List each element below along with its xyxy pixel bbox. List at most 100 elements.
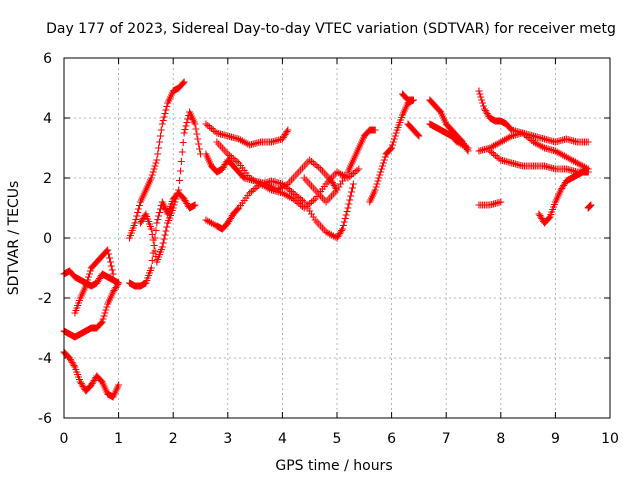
data-point [180,78,188,86]
data-point [162,227,170,235]
data-point [158,120,166,128]
data-point [103,303,111,311]
data-point [154,150,162,158]
data-point [414,131,422,139]
data-point [104,246,112,254]
data-point [372,183,380,191]
data-point [380,156,388,164]
data-point [376,171,384,179]
data-point [147,174,155,182]
data-point [160,113,168,121]
data-point [338,225,346,233]
data-point [193,130,201,138]
series-track-g [136,108,204,266]
series-track-w [584,201,595,212]
series-track-a [60,267,123,290]
data-point [153,156,161,164]
data-point [133,212,141,220]
data-point [149,168,157,176]
data-point [184,115,192,123]
data-point [177,158,185,165]
data-point [176,177,184,184]
data-point [171,198,179,206]
data-point [178,148,186,156]
data-point [85,270,93,278]
x-tick-label: 2 [169,431,178,447]
data-point [161,110,169,117]
series-track-j [202,120,292,149]
x-tick-label: 9 [551,431,560,447]
data-point [106,258,114,266]
data-point [108,266,116,274]
data-point [161,231,169,239]
data-point [392,129,400,137]
data-point [147,264,155,272]
data-point [415,132,423,140]
data-point [82,282,90,290]
data-point [374,177,382,185]
data-point [477,93,485,101]
y-axis-label: SDTVAR / TECUs [6,181,22,296]
data-point [181,126,189,133]
data-point [158,243,166,251]
data-point [114,281,122,288]
data-point [155,212,163,220]
series-track-d [71,246,117,317]
data-point [163,103,171,110]
data-point [155,144,163,152]
data-point [191,201,199,209]
data-point [86,267,94,275]
data-point [156,138,164,146]
data-point [348,188,356,196]
data-point [109,270,117,278]
data-point [173,192,181,200]
x-axis-label: GPS time / hours [275,458,392,474]
data-point [148,257,156,264]
x-tick-label: 3 [223,431,232,447]
x-tick-label: 8 [496,431,505,447]
data-point [134,209,142,216]
data-point [176,167,184,175]
data-point [584,168,592,176]
plot-frame [63,57,611,419]
data-point [106,254,113,262]
x-tick-label: 1 [114,431,123,447]
x-tick-label: 7 [442,431,451,447]
data-point [85,273,93,281]
chart-title: Day 177 of 2023, Sidereal Day-to-day VTE… [46,21,616,37]
data-point [180,129,188,137]
series-track-r [475,87,592,146]
data-point [348,184,356,192]
data-point [388,144,396,152]
y-tick-label: 6 [43,51,52,67]
data-point [97,319,105,327]
data-point [283,128,291,135]
data-point [377,168,385,176]
x-tick-label: 5 [333,431,342,447]
data-point [341,215,349,222]
series-track-v [535,168,592,227]
data-point [196,145,204,153]
data-point [345,200,353,208]
series-track-n [399,90,417,104]
data-point [342,211,350,219]
data-point [172,195,180,203]
data-point [381,153,389,161]
y-tick-label: 4 [43,111,52,127]
data-point [154,216,162,223]
data-point [157,126,165,134]
data-point [163,223,171,231]
x-tick-label: 0 [60,431,69,447]
series-track-c [60,348,123,401]
data-point [338,227,346,234]
data-point [195,140,203,148]
data-point [135,205,143,213]
data-point [151,247,159,255]
x-tick-label: 4 [278,431,287,447]
data-points [60,78,595,401]
data-point [390,135,398,143]
data-point [476,90,484,98]
data-point [371,186,379,194]
data-point [162,106,170,114]
data-point [389,138,397,146]
